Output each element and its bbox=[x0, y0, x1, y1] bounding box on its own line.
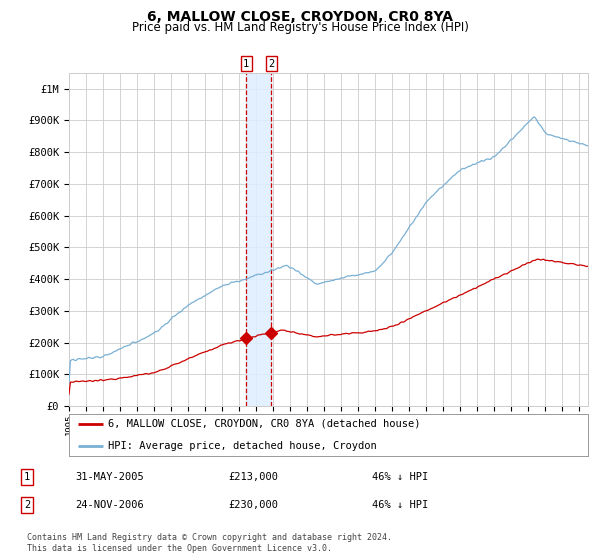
Text: 46% ↓ HPI: 46% ↓ HPI bbox=[372, 500, 428, 510]
Text: 2: 2 bbox=[24, 500, 30, 510]
Text: 24-NOV-2006: 24-NOV-2006 bbox=[75, 500, 144, 510]
Text: Contains HM Land Registry data © Crown copyright and database right 2024.
This d: Contains HM Land Registry data © Crown c… bbox=[27, 533, 392, 553]
Text: 6, MALLOW CLOSE, CROYDON, CR0 8YA: 6, MALLOW CLOSE, CROYDON, CR0 8YA bbox=[147, 10, 453, 24]
Text: £213,000: £213,000 bbox=[228, 472, 278, 482]
Text: 2: 2 bbox=[268, 59, 275, 69]
Text: 1: 1 bbox=[24, 472, 30, 482]
Text: HPI: Average price, detached house, Croydon: HPI: Average price, detached house, Croy… bbox=[108, 441, 377, 451]
Bar bbox=[246, 73, 271, 406]
Text: 46% ↓ HPI: 46% ↓ HPI bbox=[372, 472, 428, 482]
Text: £230,000: £230,000 bbox=[228, 500, 278, 510]
Text: 1: 1 bbox=[243, 59, 250, 69]
Text: 31-MAY-2005: 31-MAY-2005 bbox=[75, 472, 144, 482]
Text: Price paid vs. HM Land Registry's House Price Index (HPI): Price paid vs. HM Land Registry's House … bbox=[131, 21, 469, 34]
Text: 6, MALLOW CLOSE, CROYDON, CR0 8YA (detached house): 6, MALLOW CLOSE, CROYDON, CR0 8YA (detac… bbox=[108, 419, 421, 428]
